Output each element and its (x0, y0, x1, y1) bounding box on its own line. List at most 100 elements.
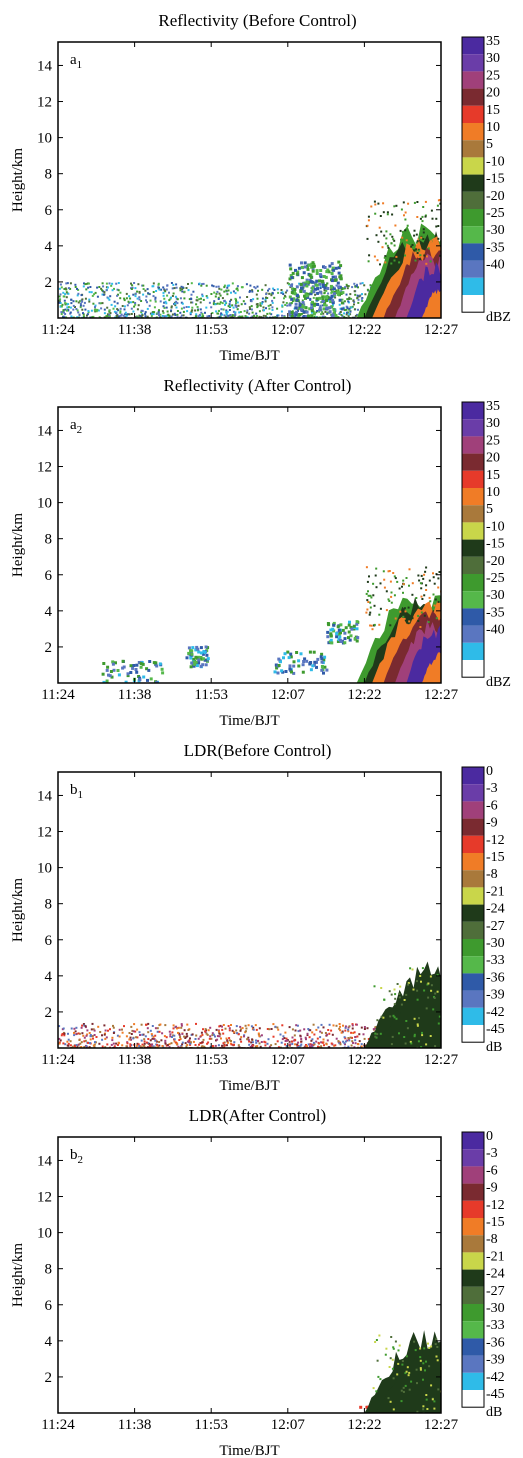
clutter-dot (196, 299, 199, 302)
clutter-dot (186, 1040, 189, 1043)
clutter-dot (222, 1042, 225, 1045)
ldr-dot (437, 1022, 440, 1025)
clutter-dot (293, 1039, 296, 1042)
clutter-dot (191, 309, 194, 312)
panel-label: a1 (70, 52, 82, 71)
chart-panel: LDR(Before Control) 2 4 6 8 10 12 14 11:24 11:38 1… (0, 730, 523, 1090)
storm-dot (424, 570, 427, 573)
clutter-dot (345, 283, 348, 286)
clutter-dot (95, 310, 98, 313)
echo-dot (323, 655, 327, 659)
clutter-dot (317, 1045, 319, 1048)
clutter-dot (202, 1038, 205, 1041)
clutter-dot (157, 286, 160, 289)
colorbar-swatch (462, 470, 484, 488)
colorbar-swatch (462, 1269, 484, 1287)
colorbar-label: -3 (486, 1146, 498, 1161)
clutter-dot (178, 1039, 181, 1041)
clutter-dot (97, 309, 100, 312)
echo-dot (135, 663, 139, 667)
echo-dot (306, 267, 310, 271)
clutter-dot (73, 1045, 76, 1048)
echo-dot (331, 275, 335, 279)
clutter-dot (325, 304, 328, 307)
storm-dot (375, 234, 378, 237)
clutter-dot (114, 305, 117, 308)
clutter-dot (181, 290, 184, 293)
clutter-dot (117, 289, 120, 292)
storm-dot (425, 566, 428, 569)
panel-label: b2 (70, 1147, 83, 1166)
colorbar-label: -33 (486, 1318, 505, 1333)
colorbar-label: -35 (486, 605, 505, 620)
clutter-dot (238, 311, 241, 314)
clutter-dot (250, 305, 253, 308)
clutter-dot (82, 304, 85, 307)
clutter-dot (348, 1025, 351, 1028)
clutter-dot (284, 291, 287, 294)
clutter-dot (276, 1040, 279, 1043)
clutter-dot (104, 1029, 107, 1032)
clutter-dot (139, 1034, 141, 1036)
clutter-dot (255, 1039, 257, 1042)
ldr-dot (393, 1016, 396, 1019)
colorbar-swatch (462, 54, 484, 72)
clutter-dot (60, 313, 63, 315)
storm-dot (395, 255, 398, 258)
clutter-dot (190, 293, 193, 296)
clutter-dot (109, 312, 112, 315)
clutter-dot (100, 287, 103, 290)
echo-dot (334, 266, 338, 270)
colorbar-swatch (462, 625, 484, 643)
clutter-dot (294, 299, 297, 302)
ldr-dot (414, 1349, 417, 1352)
ldr-dot (411, 968, 414, 971)
echo-dot (343, 631, 347, 635)
clutter-dot (152, 1045, 155, 1048)
clutter-dot (315, 1040, 318, 1043)
ldr-dot (398, 992, 401, 995)
storm-dot (406, 224, 409, 227)
echo-dot (204, 645, 208, 649)
clutter-dot (326, 312, 329, 315)
clutter-dot (220, 288, 223, 291)
clutter-dot (353, 303, 355, 306)
clutter-dot (281, 305, 284, 308)
clutter-dot (75, 1044, 78, 1047)
clutter-dot (74, 306, 76, 308)
echo-dot (300, 286, 303, 290)
echo-dot (298, 303, 302, 307)
clutter-dot (214, 1035, 216, 1038)
echo-dot (318, 296, 322, 300)
echo-dot (294, 312, 298, 316)
clutter-dot (261, 288, 264, 291)
x-tick-label: 12:22 (347, 1052, 381, 1068)
clutter-dot (286, 304, 289, 307)
clutter-dot (347, 1045, 350, 1048)
clutter-dot (354, 314, 357, 317)
colorbar-label: -20 (486, 189, 505, 204)
clutter-dot (190, 301, 193, 304)
clutter-dot (348, 1039, 351, 1042)
echo-dot (309, 292, 313, 296)
echo-dot (318, 306, 322, 310)
clutter-dot (156, 1043, 159, 1046)
storm-dot (365, 566, 368, 569)
clutter-dot (176, 1027, 178, 1030)
storm-dot (424, 214, 427, 217)
storm-dot (378, 623, 381, 626)
echo-dot (290, 284, 293, 288)
echo-dot (343, 641, 347, 645)
clutter-dot (349, 293, 352, 296)
storm-dot (402, 583, 405, 586)
echo-dot (301, 283, 305, 287)
clutter-dot (225, 311, 228, 314)
clutter-dot (252, 298, 255, 301)
clutter-dot (360, 1043, 363, 1046)
ldr-dot (430, 1384, 433, 1387)
storm-dot (399, 229, 402, 232)
clutter-dot (268, 1028, 271, 1031)
clutter-dot (229, 305, 232, 308)
clutter-dot (115, 282, 118, 285)
echo-dot (337, 628, 341, 632)
